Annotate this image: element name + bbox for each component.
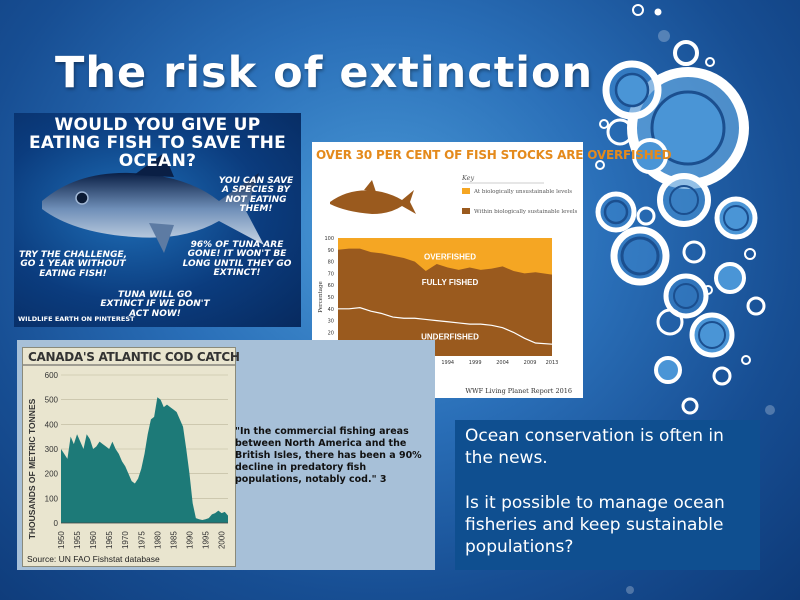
cod-y-tick: 600 (45, 371, 59, 380)
wwf-y-tick: 80 (328, 260, 334, 266)
cod-x-tick: 1995 (202, 531, 211, 549)
region-label-0: OVERFISHED (424, 252, 476, 261)
cod-x-tick: 1960 (89, 531, 98, 549)
wwf-y-tick: 70 (328, 271, 334, 277)
slide-title: The risk of extinction (55, 48, 594, 98)
cod-x-tick: 1950 (57, 531, 66, 549)
text-box-line-1: Ocean conservation is often in the news. (465, 426, 724, 469)
cod-y-tick: 0 (54, 519, 59, 528)
region-label-1: FULLY FISHED (422, 278, 479, 287)
wwf-source: WWF Living Planet Report 2016 (465, 387, 572, 395)
cod-chart-title: CANADA'S ATLANTIC COD CATCH (28, 350, 240, 364)
wwf-x-tick: 2009 (524, 360, 537, 366)
question-text-box: Ocean conservation is often in the news.… (455, 420, 760, 570)
poster-tuna-text: 96% OF TUNA ARE GONE! IT WON'T BE LONG U… (182, 240, 292, 279)
wwf-y-label: Percentage (318, 281, 324, 312)
cod-source: Source: UN FAO Fishstat database (27, 554, 160, 564)
wwf-x-tick: 2004 (496, 360, 509, 366)
cod-x-tick: 1985 (169, 531, 178, 549)
cod-x-tick: 1955 (73, 531, 82, 549)
cod-x-tick: 2000 (218, 531, 227, 549)
region-label-2: UNDERFISHED (421, 332, 479, 341)
wwf-x-tick: 1999 (469, 360, 482, 366)
wwf-y-tick: 90 (328, 248, 334, 254)
poster-extinct-text: TUNA WILL GO EXTINCT IF WE DON'T ACT NOW… (100, 290, 210, 319)
wwf-y-tick: 20 (328, 330, 334, 336)
wwf-y-tick: 40 (328, 307, 334, 313)
cod-x-tick: 1970 (121, 531, 130, 549)
tuna-silhouette-icon (330, 190, 416, 214)
cod-y-tick: 100 (45, 494, 59, 503)
bubbles-decoration (595, 4, 775, 594)
poster-challenge-text: TRY THE CHALLENGE, GO 1 YEAR WITHOUT EAT… (18, 250, 128, 279)
key-item-1: Within biologically sustainable levels (474, 209, 577, 215)
wwf-fish-stocks-chart: OVER 30 PER CENT OF FISH STOCKS ARE OVER… (312, 142, 672, 398)
area-fully-fished (338, 248, 552, 356)
tuna-fin-icon (364, 180, 376, 192)
cod-card: CANADA'S ATLANTIC COD CATCH 0 100 200 300 40… (17, 340, 435, 570)
cod-y-tick: 500 (45, 396, 59, 405)
cod-x-tick: 1980 (153, 531, 162, 549)
wwf-y-tick: 30 (328, 319, 334, 325)
key-title: Key (461, 174, 475, 182)
cod-x-tick: 1965 (105, 531, 114, 549)
key-swatch-overfished (462, 188, 470, 194)
tuna-fish-icon (42, 153, 264, 253)
cod-y-tick: 400 (45, 420, 59, 429)
poster-save-text: YOU CAN SAVE A SPECIES BY NOT EATING THE… (218, 176, 294, 215)
wwf-x-tick: 2013 (546, 360, 559, 366)
cod-catch-area (61, 397, 228, 523)
cod-chart-svg: 0 100 200 300 400 500 600 1950 1955 1960 1965 1970 1… (23, 364, 235, 564)
tuna-poster: WOULD YOU GIVE UP EATING FISH TO SAVE TH… (14, 113, 301, 327)
poster-heading: WOULD YOU GIVE UP EATING FISH TO SAVE TH… (28, 115, 287, 171)
cod-x-tick: 1975 (137, 531, 146, 549)
line-underfished (338, 307, 553, 345)
wwf-y-tick: 60 (328, 283, 334, 289)
text-box-line-2: Is it possible to manage ocean fisheries… (465, 493, 725, 558)
cod-y-tick: 300 (45, 445, 59, 454)
wwf-x-tick: 1994 (441, 360, 454, 366)
cod-y-tick: 200 (45, 470, 59, 479)
cod-decline-quote: "In the commercial fishing areas between… (235, 426, 422, 485)
cod-y-label: THOUSANDS OF METRIC TONNES (27, 398, 37, 539)
wwf-chart-title: OVER 30 PER CENT OF FISH STOCKS ARE OVER… (316, 148, 672, 162)
key-item-0: At biologically unsustainable levels (473, 189, 572, 195)
wwf-y-tick: 50 (328, 295, 334, 301)
wwf-y-tick: 100 (324, 236, 334, 242)
cod-catch-chart: CANADA'S ATLANTIC COD CATCH 0 100 200 300 40… (22, 347, 240, 567)
key-swatch-sustainable (462, 208, 470, 214)
cod-x-tick: 1990 (185, 531, 194, 549)
wwf-chart-svg: Key At biologically unsustainable levels… (318, 174, 577, 395)
poster-credit: WILDLIFE EARTH ON PINTEREST (18, 315, 135, 323)
